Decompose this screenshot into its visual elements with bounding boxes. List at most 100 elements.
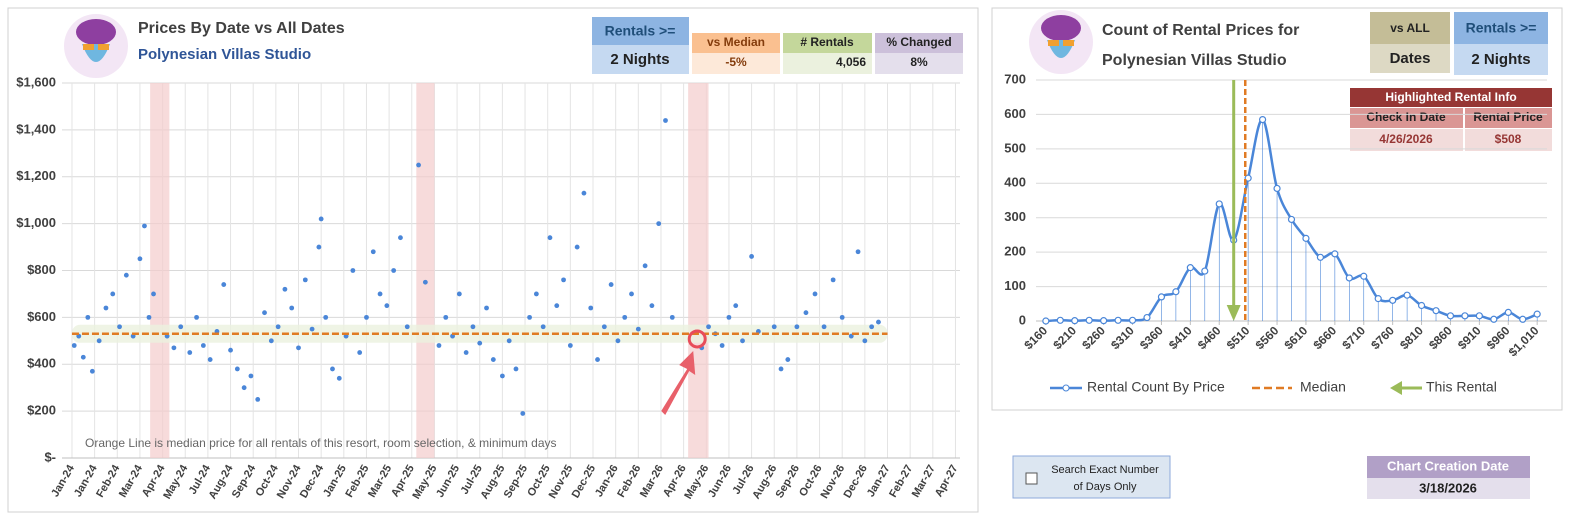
chart-subtitle: Polynesian Villas Studio xyxy=(1102,52,1287,69)
stat-label: # Rentals xyxy=(800,35,854,49)
price-point xyxy=(384,303,390,309)
info-header-box xyxy=(1465,108,1552,128)
count-point xyxy=(1504,308,1512,316)
info-cell-box xyxy=(1350,129,1463,151)
count-point xyxy=(1042,317,1050,325)
price-point xyxy=(398,235,403,241)
price-point xyxy=(336,375,342,381)
price-point xyxy=(794,324,800,330)
count-point xyxy=(1374,295,1382,303)
info-header: Check In Date xyxy=(1366,110,1446,124)
highlight-point xyxy=(687,329,707,349)
y-tick-label: $600 xyxy=(27,309,56,324)
date-label: Chart Creation Date xyxy=(1387,458,1509,473)
price-point xyxy=(642,263,648,269)
price-point xyxy=(370,249,376,255)
price-point xyxy=(499,373,505,379)
y-tick-label: 600 xyxy=(1004,106,1026,121)
price-point xyxy=(663,118,668,123)
chart-title: Count of Rental Prices for xyxy=(1102,22,1299,39)
exact-days-checkbox[interactable]: Search Exact Number of Days Only xyxy=(1012,455,1171,499)
price-point xyxy=(110,291,116,297)
price-point xyxy=(862,338,868,344)
pointer-arrow xyxy=(661,350,696,415)
legend-label: Median xyxy=(1300,379,1346,395)
stat-header xyxy=(1454,12,1548,44)
price-point xyxy=(554,303,560,309)
price-point xyxy=(318,216,324,222)
price-point xyxy=(749,254,754,259)
price-point xyxy=(706,324,711,330)
price-point xyxy=(477,340,483,346)
price-point xyxy=(316,244,322,250)
stat-header xyxy=(1370,12,1450,44)
price-point xyxy=(649,303,655,309)
checkbox-box[interactable] xyxy=(1012,455,1171,499)
price-point xyxy=(520,411,526,416)
price-point xyxy=(142,223,147,229)
count-point xyxy=(1100,317,1108,325)
count-point xyxy=(1071,317,1079,325)
price-point xyxy=(96,338,102,344)
price-scatter-chart: $- $200 $400 $600 $800 $1,000 $1,200 $1,400 $1,6… xyxy=(16,74,960,501)
price-point xyxy=(80,354,86,360)
count-point xyxy=(1432,307,1440,315)
info-cell-box xyxy=(1465,129,1552,151)
count-point xyxy=(1056,316,1064,324)
price-point xyxy=(85,314,91,320)
stat-value-box xyxy=(875,53,963,74)
count-point xyxy=(1446,312,1455,320)
price-point xyxy=(876,319,881,325)
count-point xyxy=(1360,272,1368,280)
count-point xyxy=(1461,312,1469,320)
price-point xyxy=(812,291,818,297)
price-point xyxy=(726,314,732,320)
price-point xyxy=(463,350,469,355)
chart-subtitle: Polynesian Villas Studio xyxy=(138,46,311,63)
y-tick-label: $1,600 xyxy=(16,74,56,89)
price-point xyxy=(456,291,462,297)
price-point xyxy=(513,366,519,372)
price-point xyxy=(123,272,129,278)
price-point xyxy=(178,324,184,330)
stat-value: Dates xyxy=(1390,50,1431,67)
price-point xyxy=(171,345,177,351)
price-point xyxy=(629,291,634,297)
count-point xyxy=(1403,291,1411,299)
logo xyxy=(64,14,128,78)
price-point xyxy=(540,324,546,330)
checkbox[interactable] xyxy=(1025,472,1038,485)
price-point xyxy=(506,338,512,344)
price-point xyxy=(839,314,845,320)
y-tick-label: $1,200 xyxy=(16,168,56,183)
price-point xyxy=(855,249,861,255)
price-point xyxy=(719,343,725,348)
price-point xyxy=(200,343,206,348)
date-value-box xyxy=(1367,478,1530,499)
price-point xyxy=(416,162,421,168)
price-point xyxy=(533,291,539,297)
info-title: Highlighted Rental Info xyxy=(1385,90,1516,104)
count-point xyxy=(1085,316,1093,324)
count-point xyxy=(1389,296,1397,304)
price-point xyxy=(669,314,675,320)
y-tick-label: 200 xyxy=(1004,244,1026,259)
count-point xyxy=(1157,293,1166,301)
price-point xyxy=(296,345,301,351)
price-point xyxy=(364,314,369,320)
price-point xyxy=(608,282,614,287)
price-point xyxy=(803,310,809,316)
info-header: Rental Price xyxy=(1473,110,1543,124)
count-point xyxy=(1143,313,1151,322)
price-point xyxy=(234,366,240,372)
price-point xyxy=(771,324,777,330)
price-point xyxy=(785,357,791,362)
y-tick-label: $- xyxy=(44,449,56,464)
info-title-box xyxy=(1350,88,1552,107)
price-point xyxy=(740,338,745,344)
price-point xyxy=(436,343,442,348)
price-point xyxy=(595,357,600,362)
this-rental-arrowhead xyxy=(1226,305,1241,321)
